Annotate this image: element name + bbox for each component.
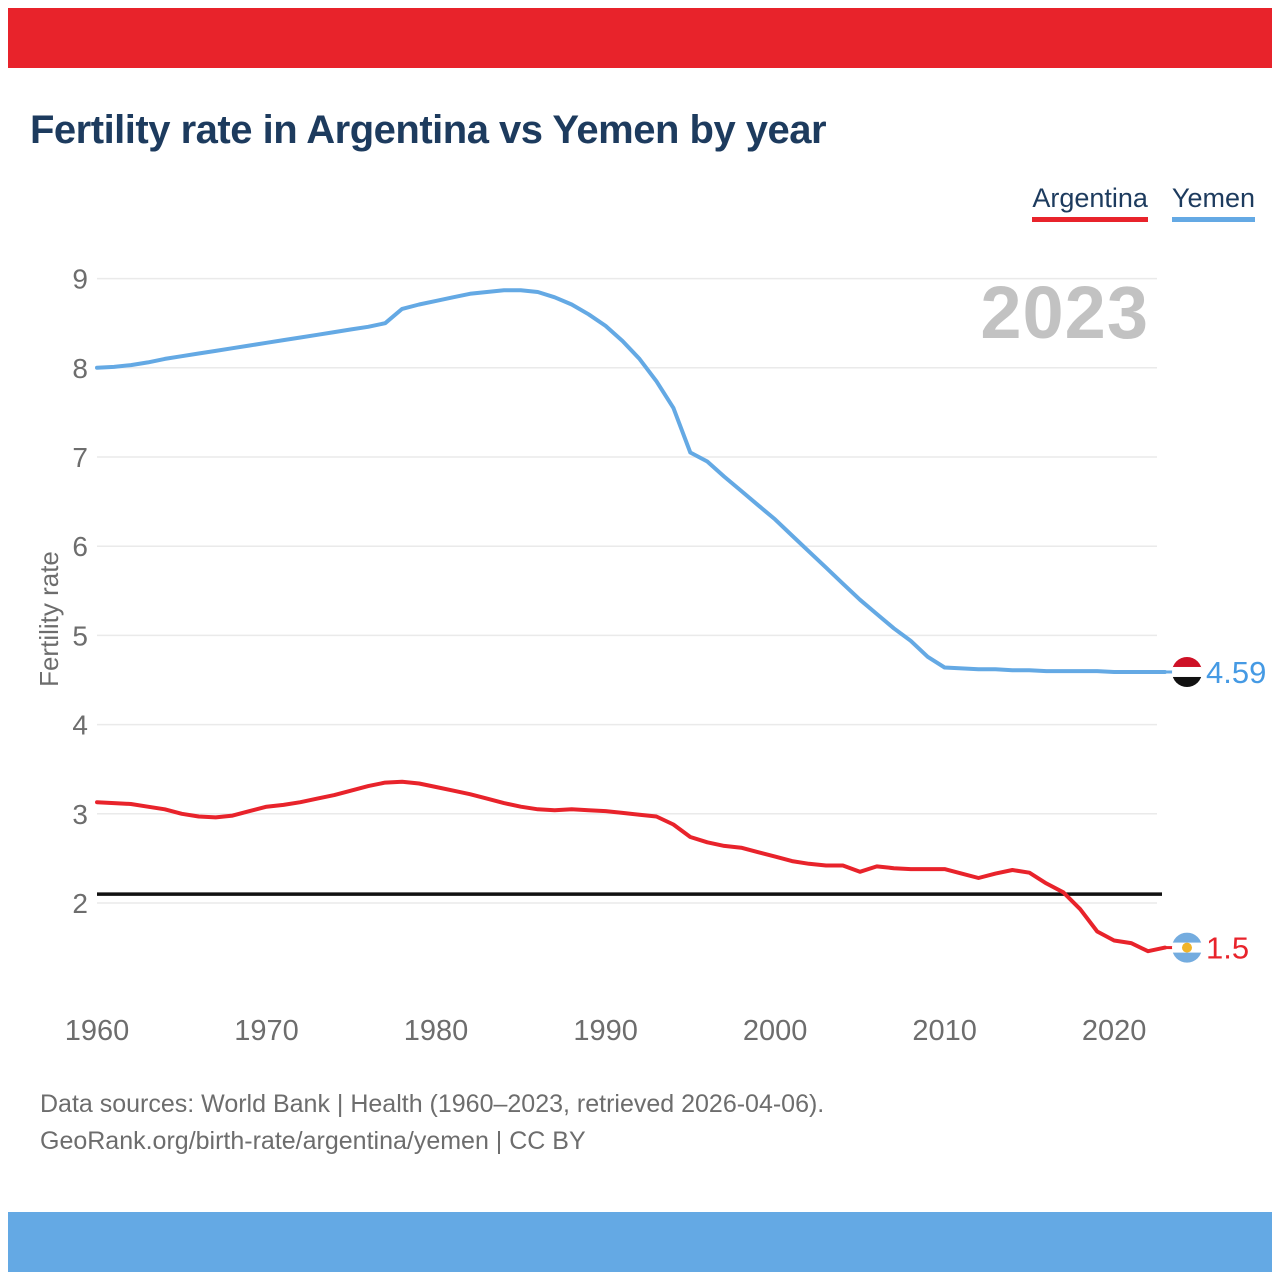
- end-value-label-argentina: 1.5: [1206, 931, 1249, 966]
- x-tick-1970: 1970: [234, 1015, 299, 1047]
- y-tick-8: 8: [72, 353, 88, 384]
- yemen-flag-stripe: [1172, 676, 1202, 687]
- series-line-argentina[interactable]: [95, 779, 1167, 954]
- end-value-label-yemen: 4.59: [1206, 655, 1266, 690]
- page-title: Fertility rate in Argentina vs Yemen by …: [30, 108, 827, 152]
- legend-label-yemen: Yemen: [1171, 183, 1255, 222]
- y-tick-2: 2: [72, 888, 88, 919]
- argentina-flag-stripe: [1172, 932, 1202, 944]
- legend-item-argentina[interactable]: Argentina: [1032, 183, 1148, 222]
- yemen-flag-stripe: [1172, 666, 1202, 678]
- footer: Data sources: World Bank | Health (1960–…: [40, 1086, 824, 1160]
- legend: Argentina Yemen: [1032, 183, 1255, 222]
- x-axis-ticks: 1960 1970 1980 1990 2000 2010 2020: [65, 1015, 1147, 1047]
- legend-item-yemen[interactable]: Yemen: [1171, 183, 1255, 222]
- x-tick-1990: 1990: [573, 1015, 638, 1047]
- x-tick-2000: 2000: [743, 1015, 808, 1047]
- x-tick-1960: 1960: [65, 1015, 130, 1047]
- bottom-banner-bar: [8, 1212, 1272, 1272]
- y-tick-6: 6: [72, 531, 88, 562]
- yemen-flag-icon: [1172, 656, 1202, 687]
- argentina-flag-sun: [1182, 942, 1192, 953]
- footer-sources-line: Data sources: World Bank | Health (1960–…: [40, 1090, 825, 1118]
- argentina-flag-icon: [1172, 932, 1202, 963]
- x-tick-1980: 1980: [404, 1015, 469, 1047]
- top-banner-bar: [8, 8, 1272, 68]
- y-tick-5: 5: [72, 620, 88, 651]
- gridlines: 2 3 4 5 6 7 8 9: [72, 264, 1157, 919]
- argentina-flag-stripe: [1172, 952, 1202, 963]
- series-line-yemen[interactable]: [95, 288, 1167, 674]
- y-tick-7: 7: [72, 442, 88, 473]
- y-tick-4: 4: [72, 710, 88, 741]
- yemen-flag-stripe: [1172, 656, 1202, 668]
- x-tick-2020: 2020: [1082, 1015, 1147, 1047]
- y-tick-9: 9: [72, 264, 88, 295]
- legend-label-argentina: Argentina: [1032, 183, 1148, 222]
- y-tick-3: 3: [72, 799, 88, 830]
- year-watermark: 2023: [980, 271, 1149, 354]
- footer-attribution-line: GeoRank.org/birth-rate/argentina/yemen |…: [40, 1127, 586, 1155]
- x-tick-2010: 2010: [912, 1015, 977, 1047]
